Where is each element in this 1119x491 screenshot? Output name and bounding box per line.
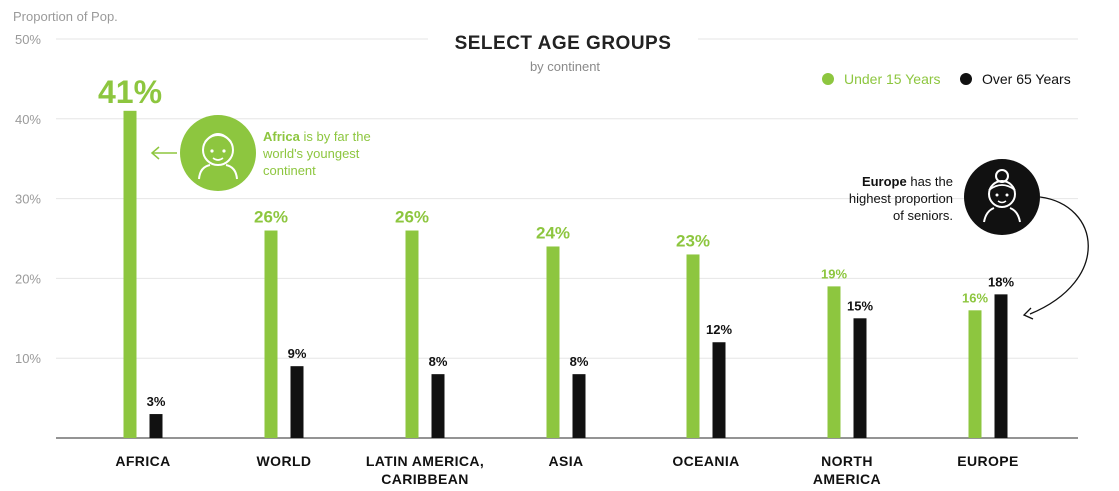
category-label: ASIA — [548, 453, 583, 469]
bar-over-65 — [290, 366, 304, 438]
y-tick-label: 40% — [15, 112, 41, 127]
legend: Under 15 Years Over 65 Years — [822, 71, 1071, 87]
europe-annotation: Europe has the highest proportion of senio… — [849, 159, 1089, 320]
category-label: AFRICA — [115, 453, 170, 469]
category-label: AMERICA — [813, 471, 881, 487]
y-tick-label: 50% — [15, 32, 41, 47]
value-label-over-65: 9% — [288, 346, 307, 361]
bar-over-65 — [572, 374, 586, 438]
y-tick-label: 10% — [15, 351, 41, 366]
value-label-over-65: 8% — [429, 354, 448, 369]
bar-over-65 — [431, 374, 445, 438]
value-label-under-15: 16% — [962, 290, 988, 305]
bar-under-15 — [686, 254, 700, 438]
chart-subtitle: by continent — [530, 59, 600, 74]
y-axis-label: Proportion of Pop. — [13, 9, 118, 24]
africa-arrowhead — [150, 146, 160, 160]
bar-under-15 — [827, 286, 841, 438]
category-label: OCEANIA — [672, 453, 739, 469]
legend-label-over-65: Over 65 Years — [982, 71, 1071, 87]
value-label-over-65: 3% — [147, 394, 166, 409]
bar-over-65 — [994, 294, 1008, 438]
value-label-over-65: 12% — [706, 322, 732, 337]
bar-under-15 — [968, 310, 982, 438]
grandmother-face-icon — [964, 159, 1040, 235]
category-label: NORTH — [821, 453, 873, 469]
bar-over-65 — [149, 414, 163, 438]
bar-under-15 — [405, 230, 419, 438]
africa-annotation-text: world's youngest — [262, 146, 360, 161]
europe-arrow-curve — [1029, 196, 1089, 315]
legend-swatch-under-15 — [822, 73, 834, 85]
title-backdrop — [428, 28, 698, 78]
europe-arrowhead — [1022, 307, 1034, 320]
legend-swatch-over-65 — [960, 73, 972, 85]
value-label-under-15: 24% — [536, 223, 570, 242]
bar-under-15 — [546, 246, 560, 438]
europe-annotation-text: highest proportion — [849, 191, 953, 206]
value-label-under-15: 23% — [676, 231, 710, 250]
value-label-over-65: 15% — [847, 298, 873, 313]
category-label: CARIBBEAN — [381, 471, 469, 487]
value-label-under-15: 26% — [395, 208, 429, 227]
africa-annotation-text: Africa is by far the — [263, 129, 371, 144]
value-label-over-65: 8% — [570, 354, 589, 369]
y-tick-label: 30% — [15, 192, 41, 207]
bar-under-15 — [264, 230, 278, 438]
category-label: WORLD — [257, 453, 312, 469]
baby-face-icon — [180, 115, 256, 191]
category-label: LATIN AMERICA, — [366, 453, 484, 469]
bar-under-15 — [123, 110, 137, 438]
category-label: EUROPE — [957, 453, 1019, 469]
value-label-over-65: 18% — [988, 274, 1014, 289]
bar-over-65 — [712, 342, 726, 438]
value-label-under-15: 19% — [821, 266, 847, 281]
chart-title: SELECT AGE GROUPS — [455, 33, 672, 54]
europe-annotation-text: Europe has the — [862, 174, 953, 189]
europe-annotation-text: of seniors. — [893, 208, 953, 223]
value-label-under-15: 41% — [98, 74, 162, 110]
y-tick-label: 20% — [15, 271, 41, 286]
bar-over-65 — [853, 318, 867, 438]
africa-annotation-text: continent — [263, 163, 316, 178]
africa-annotation: Africa is by far the world's youngest cont… — [150, 115, 371, 191]
value-label-under-15: 26% — [254, 208, 288, 227]
legend-label-under-15: Under 15 Years — [844, 71, 941, 87]
